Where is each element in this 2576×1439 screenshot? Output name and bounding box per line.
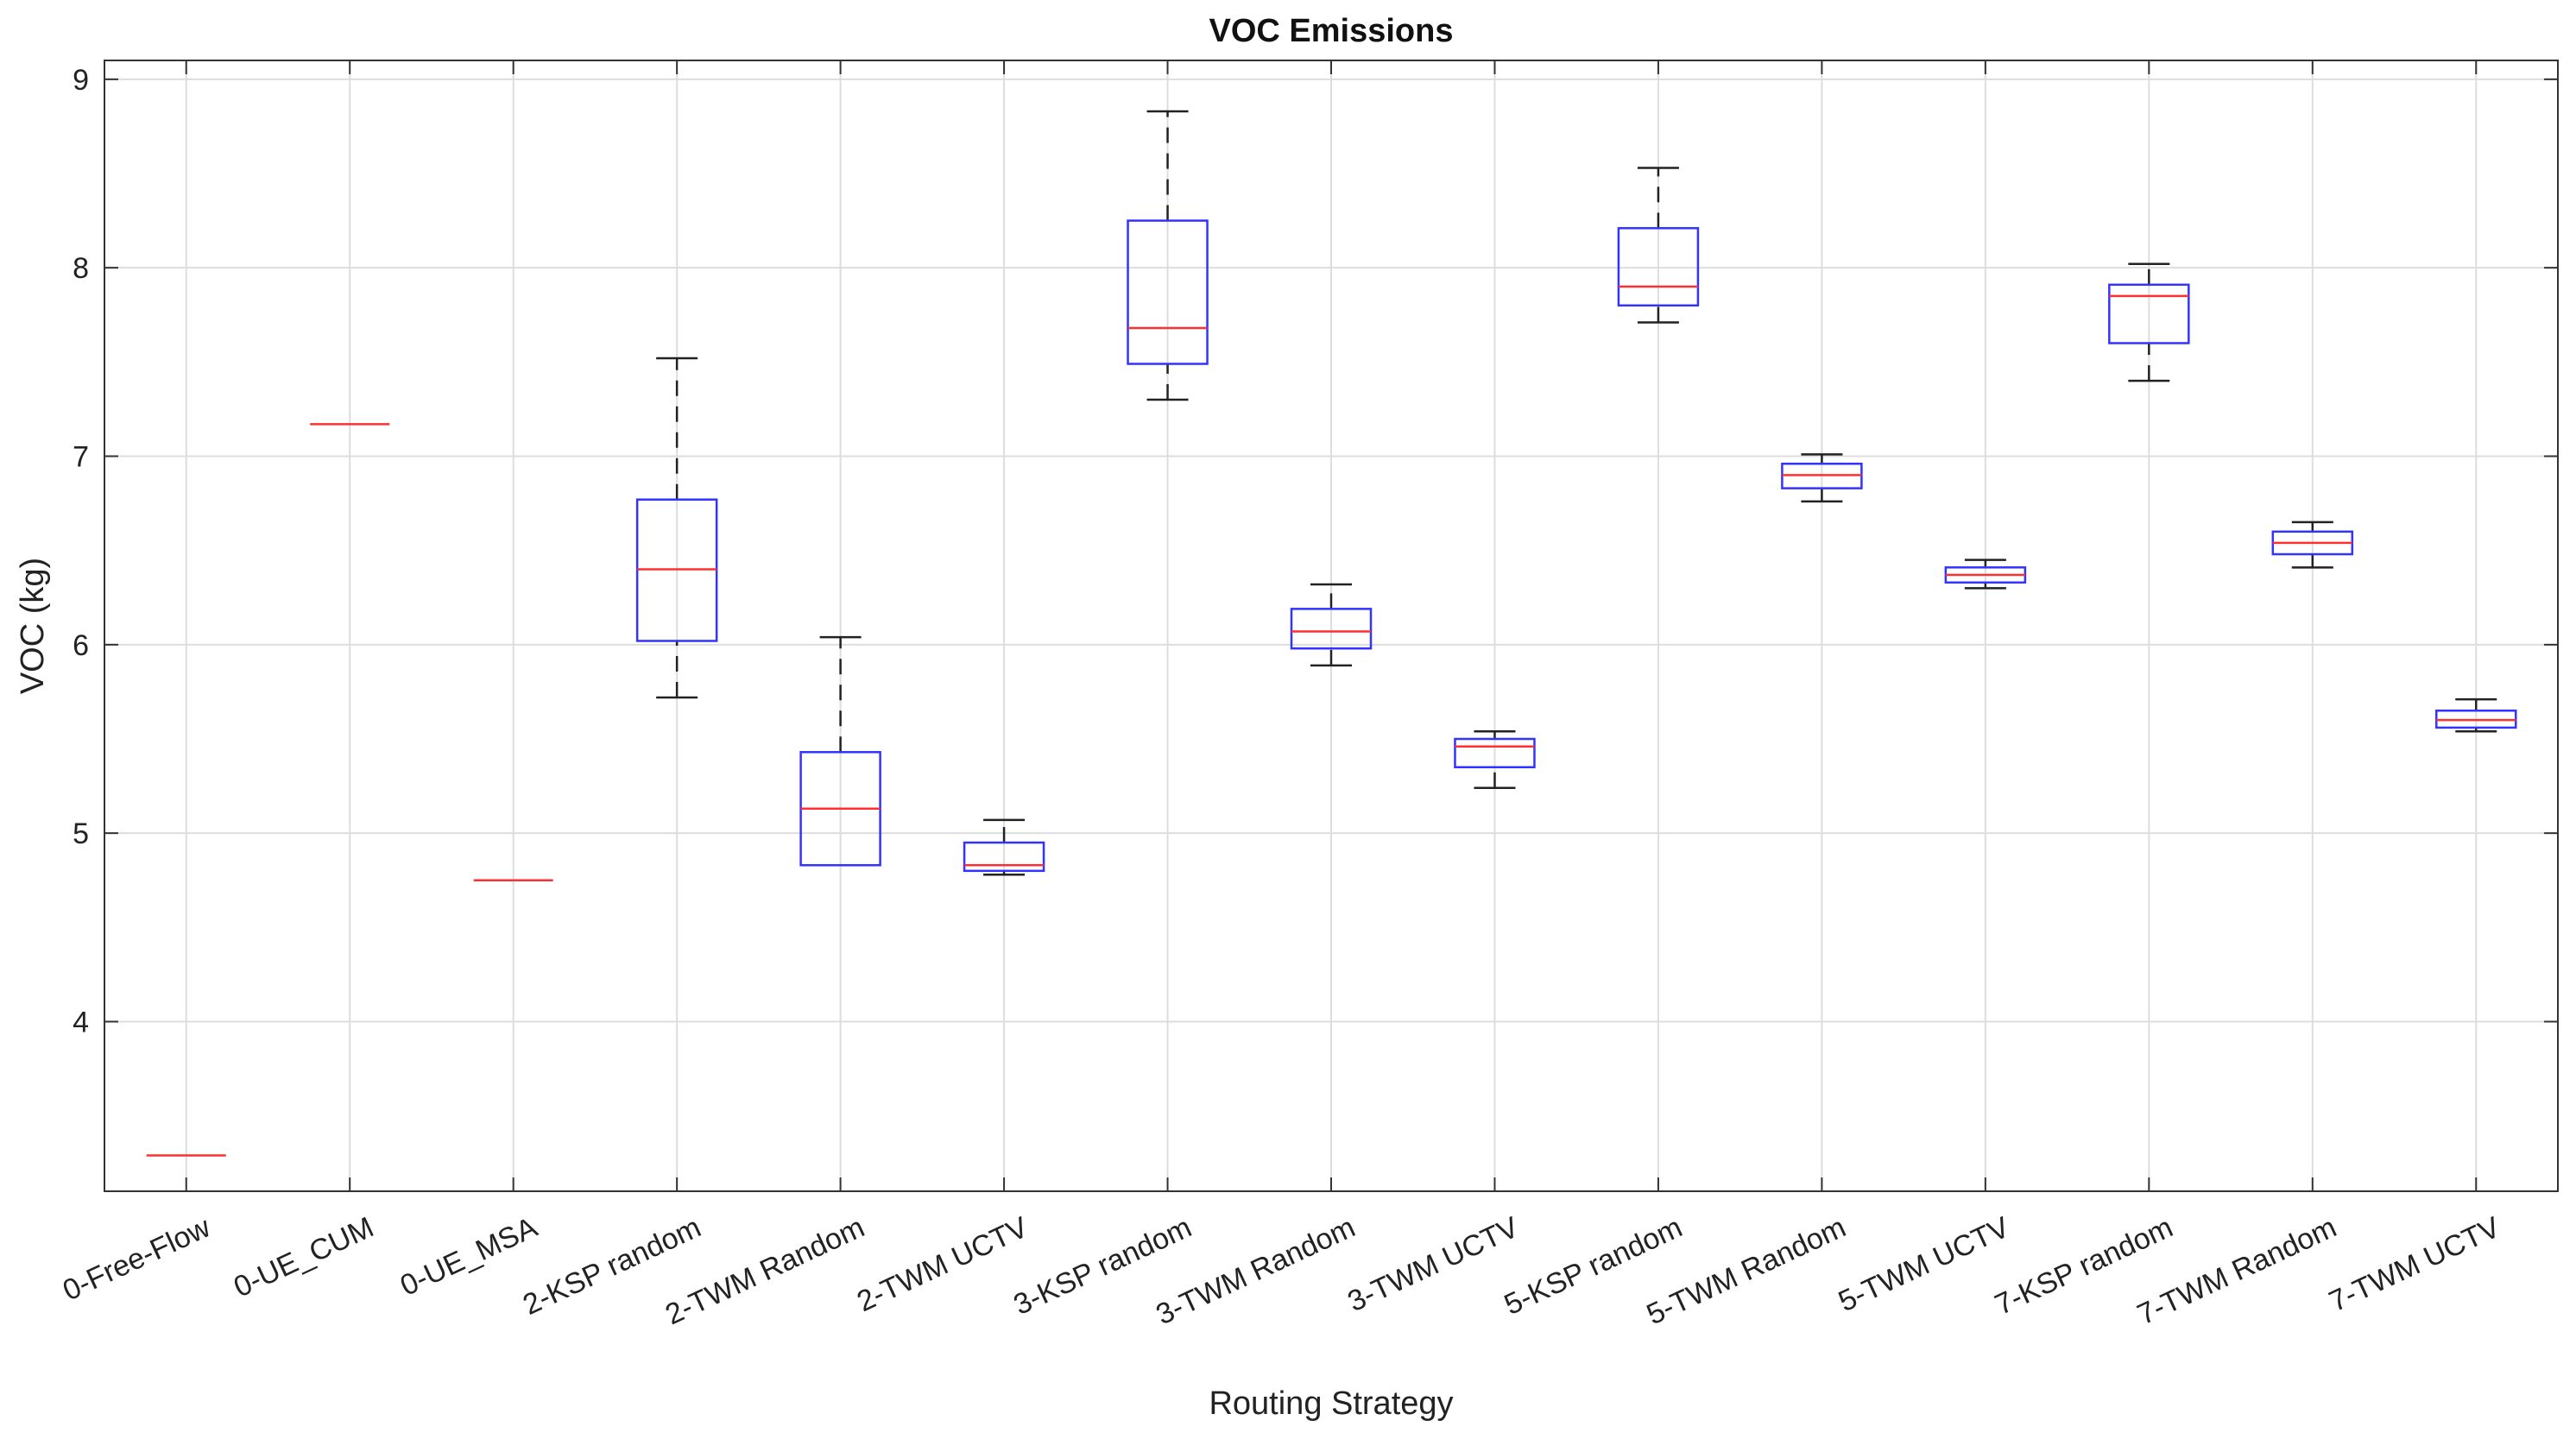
y-tick-label: 4	[73, 1007, 89, 1039]
y-tick-label: 7	[73, 441, 89, 474]
box-group	[1290, 583, 1373, 667]
x-tick-label: 5-TWM UCTV	[1834, 1210, 2015, 1318]
box-iqr	[1290, 608, 1373, 650]
box-group	[2108, 262, 2190, 382]
grid-lines	[104, 60, 2558, 1191]
x-tick-label: 7-TWM UCTV	[2324, 1210, 2505, 1318]
x-tick-label: 0-Free-Flow	[58, 1210, 216, 1307]
box-group	[1781, 453, 1863, 503]
box-iqr	[1617, 227, 1700, 307]
box-group	[1454, 730, 1536, 790]
box-iqr	[2108, 283, 2190, 344]
box-group	[635, 357, 718, 699]
box-group	[963, 818, 1045, 876]
box-group	[2435, 697, 2517, 733]
x-tick-label: 0-UE_CUM	[229, 1211, 379, 1304]
chart-title: VOC Emissions	[1209, 13, 1454, 49]
x-tick-label: 2-TWM UCTV	[852, 1210, 1033, 1318]
boxes-layer	[146, 110, 2517, 1157]
x-axis-label: Routing Strategy	[1209, 1385, 1453, 1422]
box-group	[2271, 521, 2354, 569]
box-group	[1944, 559, 2027, 590]
y-axis-label: VOC (kg)	[15, 558, 51, 694]
y-tick-label: 5	[73, 817, 89, 850]
x-tick-label: 3-TWM UCTV	[1343, 1210, 1525, 1318]
y-tick-label: 6	[73, 629, 89, 662]
y-tick-label: 8	[73, 252, 89, 285]
box-iqr	[1454, 737, 1536, 768]
box-group	[799, 635, 881, 867]
box-group	[1617, 167, 1700, 324]
x-tick-label: 0-UE_MSA	[395, 1210, 542, 1302]
y-tick-label: 9	[73, 64, 89, 97]
box-iqr	[963, 841, 1045, 873]
box-group	[1127, 110, 1209, 401]
box-iqr	[1127, 219, 1209, 365]
